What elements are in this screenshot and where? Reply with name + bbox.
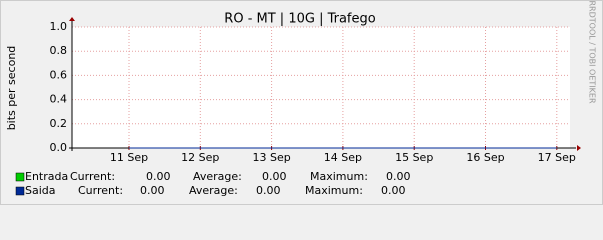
y-tick-label: 0.0 — [50, 141, 68, 154]
legend-stat-value: 0.00 — [256, 184, 281, 197]
legend-stat-label: Average: — [189, 184, 238, 197]
x-tick-label: 11 Sep — [110, 151, 148, 164]
legend-stat-label: Current: — [78, 184, 123, 197]
chart-title: RO - MT | 10G | Trafego — [224, 12, 375, 27]
plot-area — [72, 27, 570, 148]
x-tick-label: 16 Sep — [466, 151, 504, 164]
x-tick-label: 15 Sep — [395, 151, 433, 164]
legend-stat-label: Maximum: — [305, 184, 363, 197]
legend-stat-value: 0.00 — [381, 184, 406, 197]
chart: RO - MT | 10G | Trafego bits per second … — [0, 0, 603, 205]
x-tick-label: 12 Sep — [181, 151, 219, 164]
y-tick-label: 1.0 — [50, 20, 68, 33]
legend-stat-label: Current: — [70, 170, 115, 183]
legend-swatch — [15, 172, 25, 182]
y-tick-label: 0.6 — [50, 68, 68, 81]
y-tick-label: 0.4 — [50, 93, 68, 106]
y-tick-label: 0.2 — [50, 117, 68, 130]
x-tick-label: 13 Sep — [252, 151, 290, 164]
legend-stat-value: 0.00 — [262, 170, 287, 183]
watermark: RRDTOOL / TOBI OETIKER — [588, 0, 597, 103]
legend-label: Entrada — [25, 170, 68, 183]
y-axis-arrow — [69, 17, 75, 21]
legend-stat-label: Maximum: — [310, 170, 368, 183]
legend-swatch — [15, 186, 25, 196]
x-axis-arrow — [577, 145, 581, 151]
legend-label: Saida — [25, 184, 56, 197]
x-tick-label: 14 Sep — [324, 151, 362, 164]
legend-stat-value: 0.00 — [386, 170, 411, 183]
legend-stat-value: 0.00 — [140, 184, 165, 197]
y-axis-label: bits per second — [5, 46, 18, 131]
legend-stat-label: Average: — [193, 170, 242, 183]
y-tick-label: 0.8 — [50, 44, 68, 57]
legend-stat-value: 0.00 — [146, 170, 171, 183]
x-tick-label: 17 Sep — [538, 151, 576, 164]
